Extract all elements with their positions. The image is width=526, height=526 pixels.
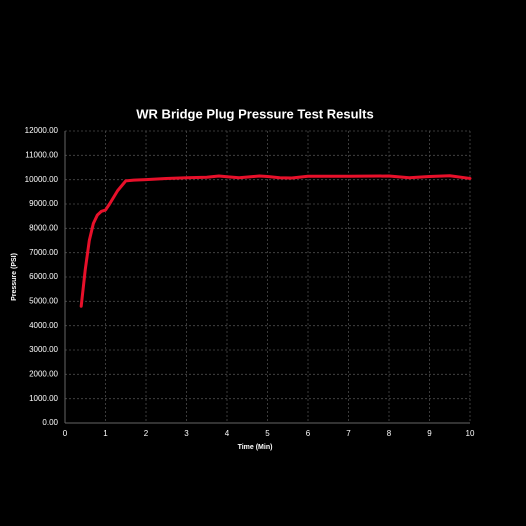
- y-tick-label: 10000.00: [25, 175, 59, 184]
- y-tick-label: 12000.00: [25, 126, 59, 135]
- x-tick-label: 4: [225, 429, 230, 438]
- x-tick-label: 10: [466, 429, 475, 438]
- y-tick-label: 9000.00: [29, 199, 58, 208]
- data-line: [79, 174, 472, 308]
- x-tick-label: 8: [387, 429, 392, 438]
- y-tick-label: 3000.00: [29, 345, 58, 354]
- x-tick-label: 9: [427, 429, 432, 438]
- y-tick-label: 7000.00: [29, 248, 58, 257]
- x-tick-label: 0: [63, 429, 68, 438]
- x-tick-label: 5: [265, 429, 270, 438]
- x-tick-label: 7: [346, 429, 351, 438]
- y-tick-label: 0.00: [42, 418, 58, 427]
- y-tick-label: 4000.00: [29, 321, 58, 330]
- x-tick-label: 6: [306, 429, 311, 438]
- y-tick-label: 2000.00: [29, 369, 58, 378]
- x-axis-label: Time (Min): [238, 444, 273, 451]
- y-tick-label: 6000.00: [29, 272, 58, 281]
- x-tick-label: 3: [184, 429, 189, 438]
- y-tick-label: 1000.00: [29, 394, 58, 403]
- y-tick-label: 11000.00: [25, 150, 58, 159]
- chart-title: WR Bridge Plug Pressure Test Results: [136, 106, 373, 121]
- x-tick-label: 2: [144, 429, 149, 438]
- y-tick-label: 8000.00: [29, 223, 58, 232]
- x-tick-label: 1: [103, 429, 108, 438]
- y-tick-label: 5000.00: [29, 296, 58, 305]
- y-axis-label: Pressure (PSI): [11, 253, 18, 301]
